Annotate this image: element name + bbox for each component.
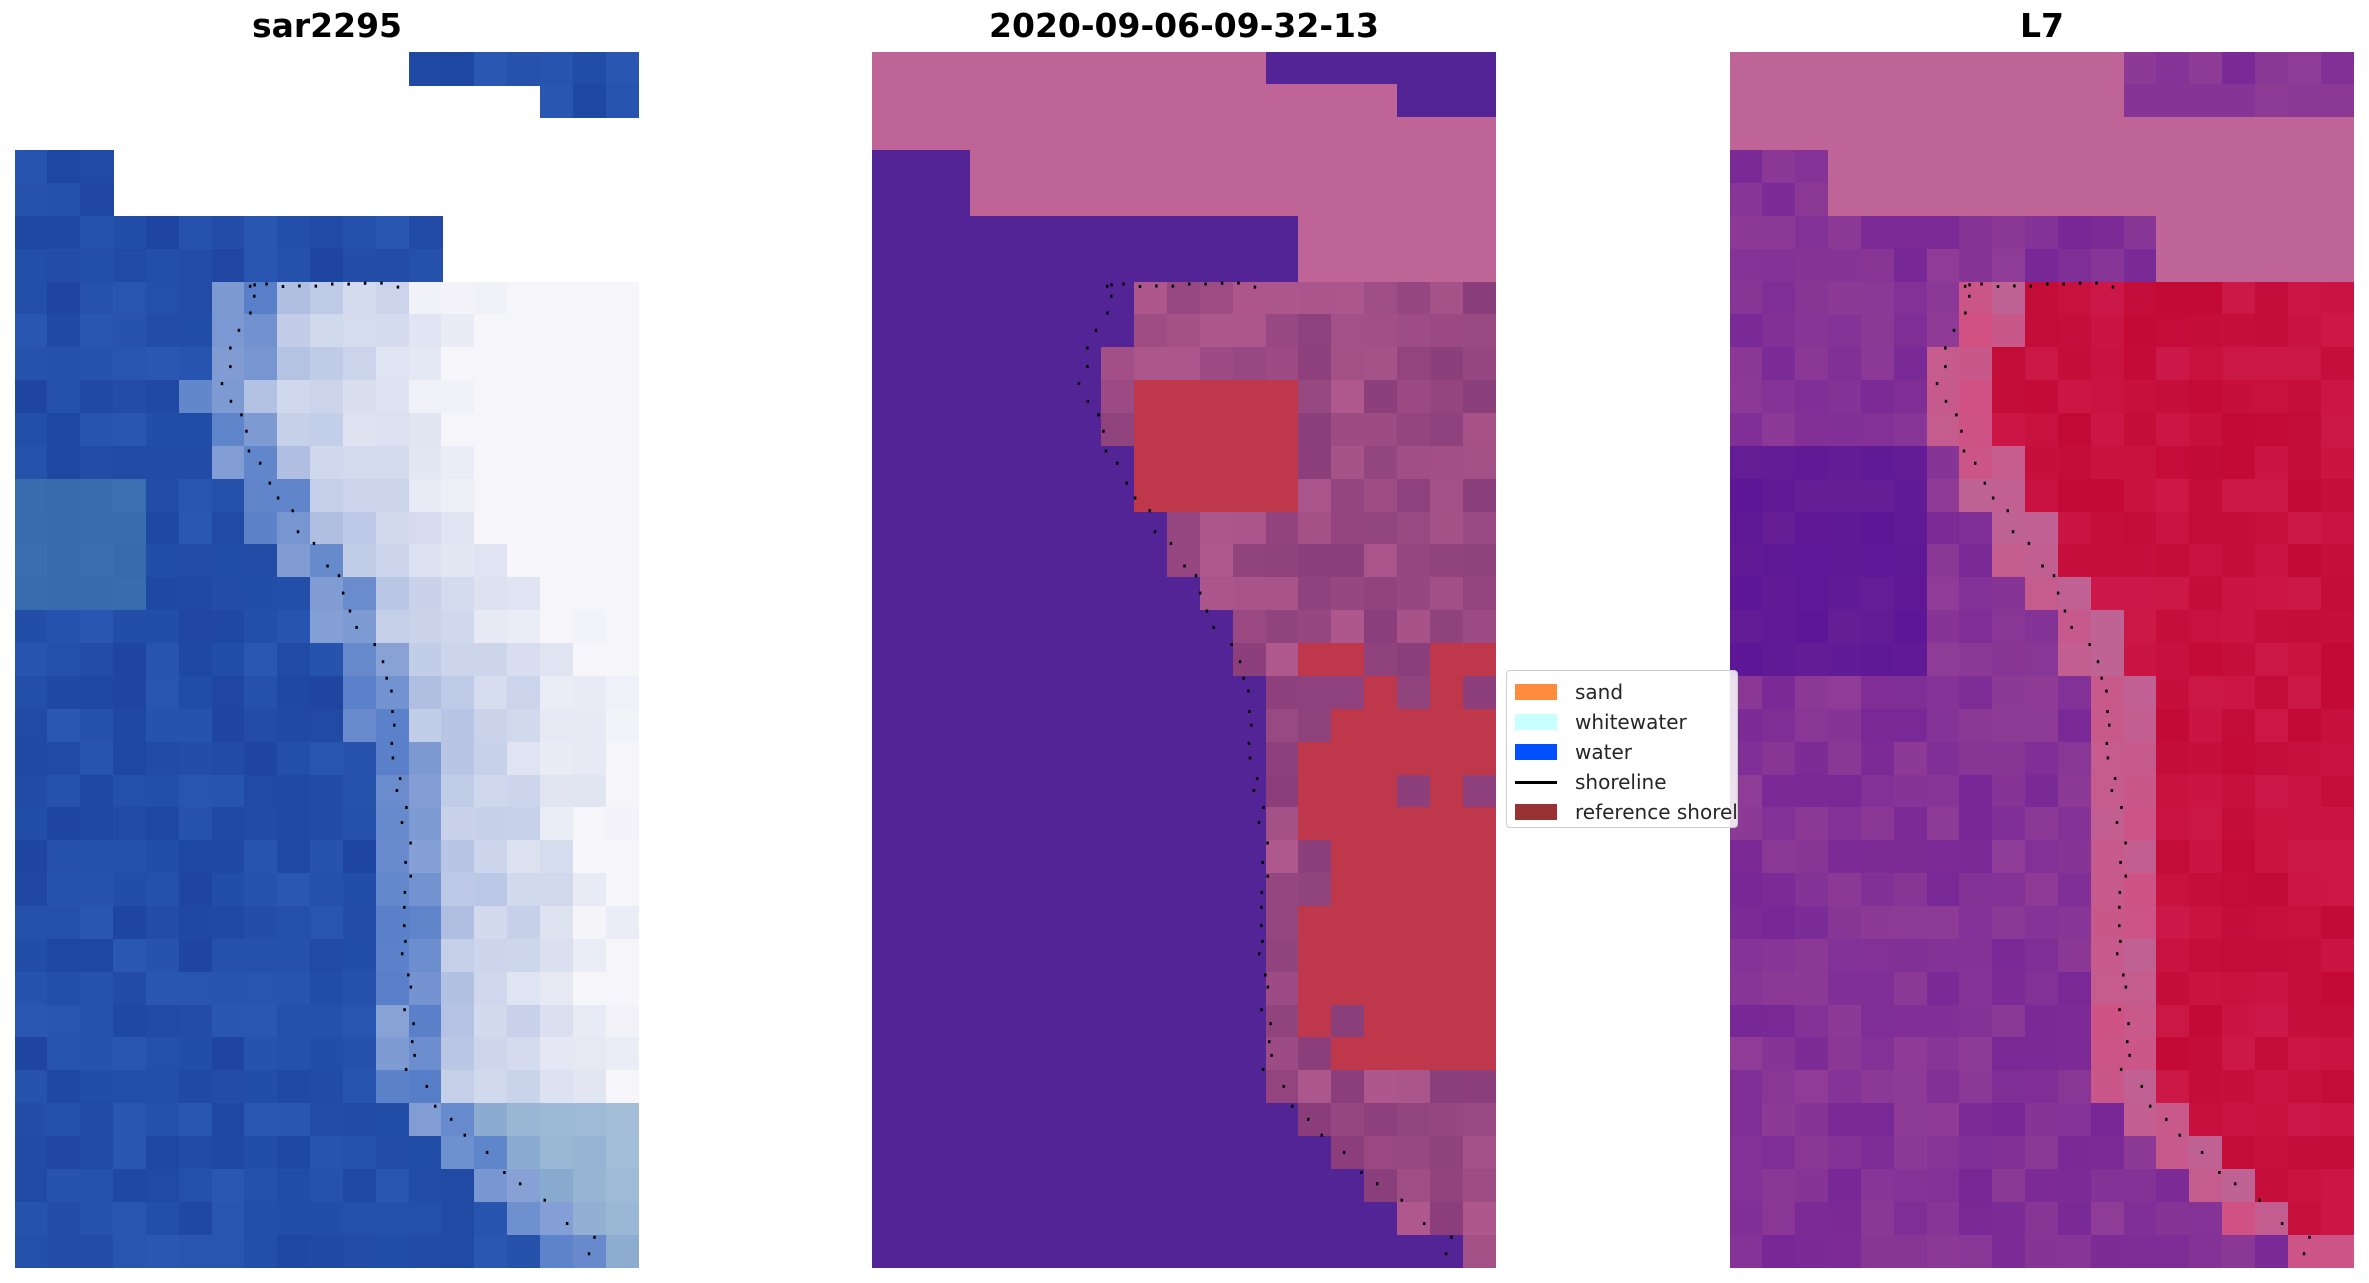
legend-line-shoreline — [1515, 780, 1557, 784]
legend-label-reference-shoreline: reference shoreline — [1575, 800, 1738, 824]
legend-swatch-whitewater — [1515, 714, 1557, 730]
legend-item-whitewater: whitewater — [1515, 707, 1737, 737]
legend: sand whitewater water shoreline referenc… — [1506, 670, 1738, 828]
legend-swatch-reference-shoreline — [1515, 804, 1557, 820]
panel-title-satellite: L7 — [2020, 6, 2064, 45]
legend-swatch-sand — [1515, 684, 1557, 700]
rgb-image-panel — [15, 52, 639, 1268]
legend-label-shoreline: shoreline — [1575, 770, 1667, 794]
classified-image-panel — [872, 52, 1496, 1268]
index-image-panel — [1730, 52, 2354, 1268]
legend-swatch-water — [1515, 744, 1557, 760]
legend-item-water: water — [1515, 737, 1737, 767]
panel-title-sar: sar2295 — [251, 6, 403, 45]
legend-label-water: water — [1575, 740, 1632, 764]
legend-label-whitewater: whitewater — [1575, 710, 1687, 734]
legend-item-sand: sand — [1515, 677, 1737, 707]
legend-item-reference-shoreline: reference shoreline — [1515, 797, 1737, 827]
panel-title-date: 2020-09-06-09-32-13 — [989, 6, 1379, 45]
legend-label-sand: sand — [1575, 680, 1624, 704]
legend-item-shoreline: shoreline — [1515, 767, 1737, 797]
